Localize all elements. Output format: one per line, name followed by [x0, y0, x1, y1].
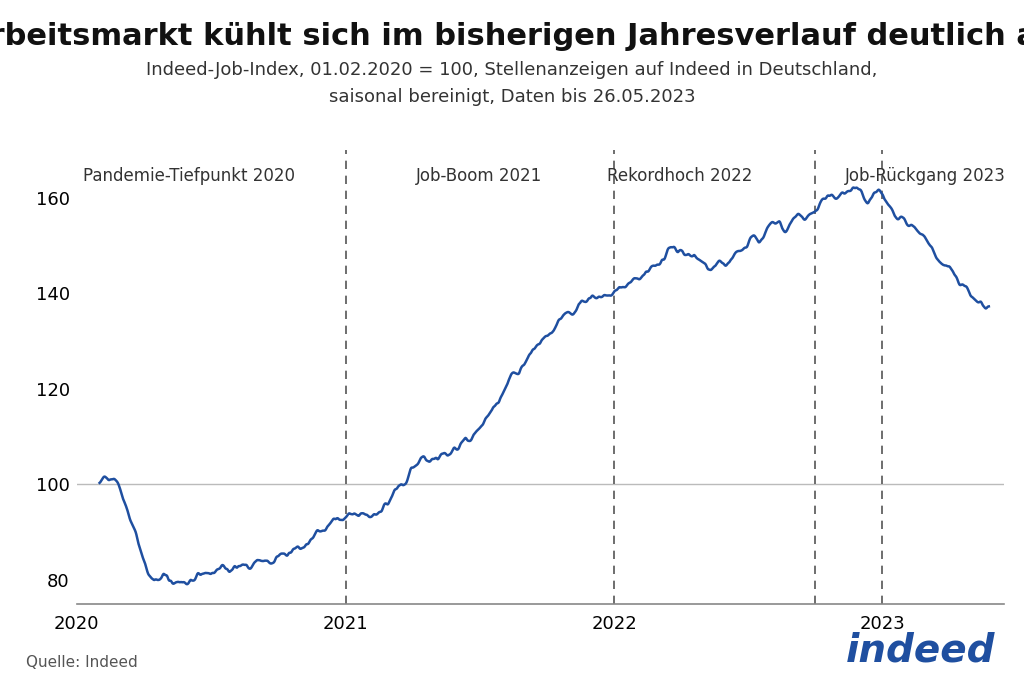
Text: Job-Boom 2021: Job-Boom 2021	[416, 167, 542, 185]
Text: indeed: indeed	[846, 632, 995, 670]
Text: Job-Rückgang 2023: Job-Rückgang 2023	[845, 167, 1006, 185]
Text: Arbeitsmarkt kühlt sich im bisherigen Jahresverlauf deutlich ab: Arbeitsmarkt kühlt sich im bisherigen Ja…	[0, 22, 1024, 51]
Text: Rekordhoch 2022: Rekordhoch 2022	[607, 167, 753, 185]
Text: Pandemie-Tiefpunkt 2020: Pandemie-Tiefpunkt 2020	[83, 167, 295, 185]
Text: Quelle: Indeed: Quelle: Indeed	[26, 655, 137, 670]
Text: Indeed-Job-Index, 01.02.2020 = 100, Stellenanzeigen auf Indeed in Deutschland,
s: Indeed-Job-Index, 01.02.2020 = 100, Stel…	[146, 61, 878, 106]
